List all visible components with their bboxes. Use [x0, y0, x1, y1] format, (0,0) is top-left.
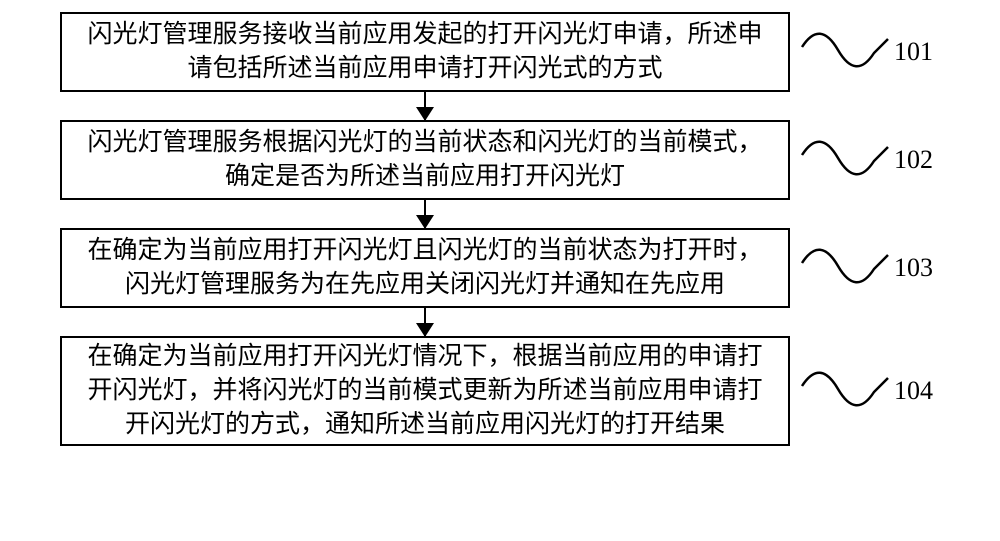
step-label-101: 101	[894, 37, 933, 67]
flow-text-103: 在确定为当前应用打开闪光灯且闪光灯的当前状态为打开时，闪光灯管理服务为在先应用关…	[80, 234, 770, 302]
label-area-104: 104	[800, 366, 933, 416]
flow-step-101-row: 闪光灯管理服务接收当前应用发起的打开闪光灯申请，所述申请包括所述当前应用申请打开…	[60, 12, 940, 92]
label-area-102: 102	[800, 135, 933, 185]
flow-step-102-row: 闪光灯管理服务根据闪光灯的当前状态和闪光灯的当前模式，确定是否为所述当前应用打开…	[60, 120, 940, 200]
arrow-connector	[60, 200, 790, 228]
flow-box-104: 在确定为当前应用打开闪光灯情况下，根据当前应用的申请打开闪光灯，并将闪光灯的当前…	[60, 336, 790, 446]
wave-connector-icon	[800, 243, 890, 293]
flow-text-101: 闪光灯管理服务接收当前应用发起的打开闪光灯申请，所述申请包括所述当前应用申请打开…	[80, 18, 770, 86]
flow-box-102: 闪光灯管理服务根据闪光灯的当前状态和闪光灯的当前模式，确定是否为所述当前应用打开…	[60, 120, 790, 200]
flow-text-102: 闪光灯管理服务根据闪光灯的当前状态和闪光灯的当前模式，确定是否为所述当前应用打开…	[80, 126, 770, 194]
flow-text-104: 在确定为当前应用打开闪光灯情况下，根据当前应用的申请打开闪光灯，并将闪光灯的当前…	[80, 340, 770, 441]
flow-step-103-row: 在确定为当前应用打开闪光灯且闪光灯的当前状态为打开时，闪光灯管理服务为在先应用关…	[60, 228, 940, 308]
label-area-101: 101	[800, 27, 933, 77]
wave-connector-icon	[800, 135, 890, 185]
flow-box-101: 闪光灯管理服务接收当前应用发起的打开闪光灯申请，所述申请包括所述当前应用申请打开…	[60, 12, 790, 92]
arrow-down-icon	[424, 308, 427, 336]
flow-step-104-row: 在确定为当前应用打开闪光灯情况下，根据当前应用的申请打开闪光灯，并将闪光灯的当前…	[60, 336, 940, 446]
flow-box-103: 在确定为当前应用打开闪光灯且闪光灯的当前状态为打开时，闪光灯管理服务为在先应用关…	[60, 228, 790, 308]
step-label-103: 103	[894, 253, 933, 283]
arrow-connector	[60, 92, 790, 120]
arrow-connector	[60, 308, 790, 336]
flowchart-container: 闪光灯管理服务接收当前应用发起的打开闪光灯申请，所述申请包括所述当前应用申请打开…	[60, 12, 940, 446]
arrow-down-icon	[424, 92, 427, 120]
wave-connector-icon	[800, 27, 890, 77]
step-label-104: 104	[894, 376, 933, 406]
arrow-down-icon	[424, 200, 427, 228]
step-label-102: 102	[894, 145, 933, 175]
label-area-103: 103	[800, 243, 933, 293]
wave-connector-icon	[800, 366, 890, 416]
